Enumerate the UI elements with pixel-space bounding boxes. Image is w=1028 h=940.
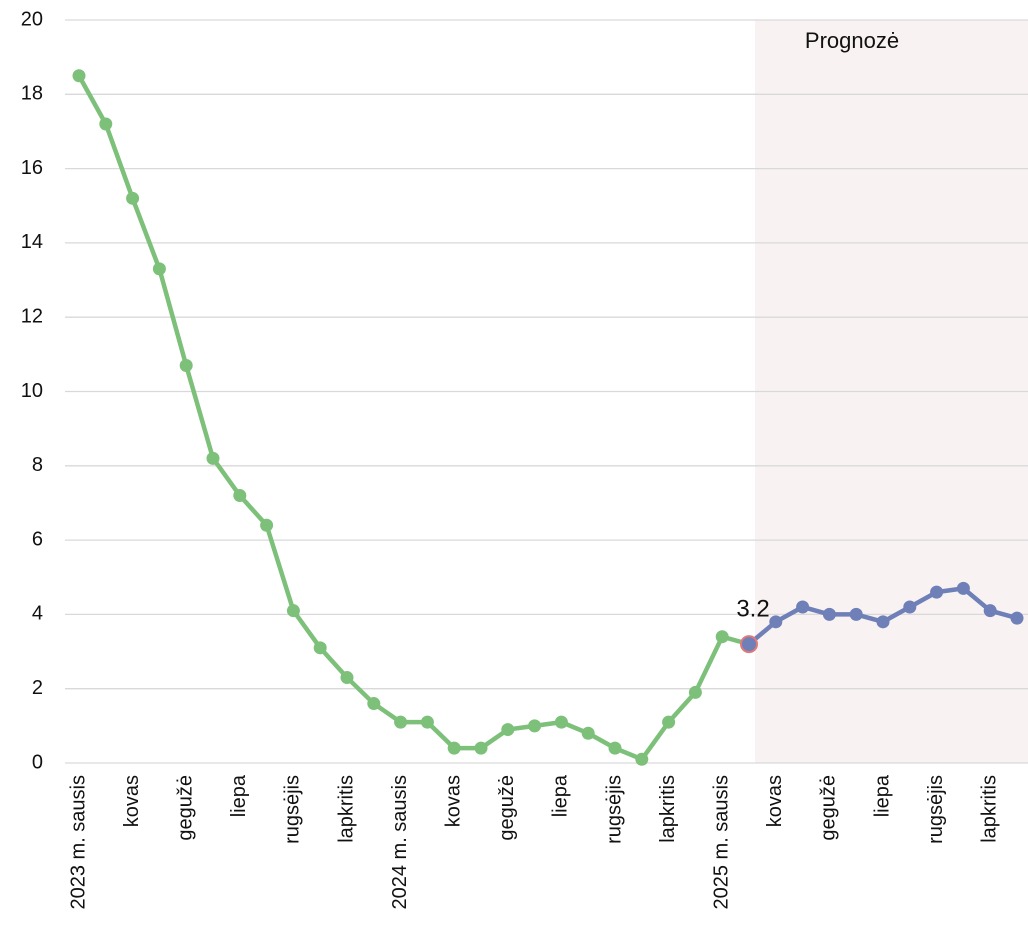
y-tick-label: 12 [21, 305, 43, 327]
data-point [340, 671, 354, 685]
data-point [608, 741, 622, 755]
data-point [447, 741, 461, 755]
data-point [822, 607, 836, 621]
data-point [849, 607, 863, 621]
x-tick-label: kovas [121, 775, 143, 827]
x-tick-label: rugsėjis [603, 775, 625, 844]
x-tick-label: kovas [764, 775, 786, 827]
y-tick-label: 6 [32, 528, 43, 550]
y-tick-label: 0 [32, 751, 43, 773]
x-tick-label: 2025 m. sausis [710, 775, 732, 910]
data-point [474, 741, 488, 755]
data-point [528, 719, 542, 733]
data-point [876, 615, 890, 629]
data-point [260, 518, 274, 532]
data-point [72, 69, 86, 83]
y-tick-label: 16 [21, 157, 43, 179]
data-point [313, 641, 327, 655]
data-point [99, 117, 113, 131]
data-point [769, 615, 783, 629]
data-label: 3.2 [736, 595, 769, 622]
y-tick-label: 2 [32, 677, 43, 699]
data-point [662, 715, 676, 729]
data-point [394, 715, 408, 729]
x-tick-label: gegužė [496, 775, 518, 841]
data-point [179, 358, 193, 372]
data-point [581, 726, 595, 740]
x-tick-label: gegužė [174, 775, 196, 841]
data-point [956, 581, 970, 595]
x-tick-label: 2024 m. sausis [389, 775, 411, 910]
data-point [1010, 611, 1024, 625]
data-point [367, 697, 381, 711]
x-tick-label: liepa [550, 774, 572, 817]
x-tick-label: lapkritis [657, 775, 679, 843]
x-tick-label: gegužė [818, 775, 840, 841]
x-tick-label: liepa [228, 774, 250, 817]
data-point [688, 685, 702, 699]
data-point [635, 752, 649, 766]
data-point [501, 723, 515, 737]
data-point [152, 262, 166, 276]
data-point [126, 191, 140, 205]
y-tick-label: 8 [32, 454, 43, 476]
x-tick-label: kovas [442, 775, 464, 827]
data-point [983, 604, 997, 618]
y-tick-label: 4 [32, 603, 43, 625]
y-tick-label: 14 [21, 231, 43, 253]
y-tick-label: 10 [21, 380, 43, 402]
data-point [740, 635, 758, 654]
x-tick-label: rugsėjis [282, 775, 304, 844]
y-tick-label: 20 [21, 8, 43, 30]
data-point [420, 715, 434, 729]
data-point [286, 604, 300, 618]
data-point [930, 585, 944, 599]
data-point [796, 600, 810, 614]
forecast-label: Prognozė [805, 28, 899, 53]
x-tick-label: lapkritis [335, 775, 357, 843]
series-line [77, 74, 750, 762]
data-point [233, 489, 247, 503]
x-tick-label: liepa [871, 774, 893, 817]
data-point [554, 715, 568, 729]
data-point [903, 600, 917, 614]
y-tick-label: 18 [21, 83, 43, 105]
data-point [715, 630, 729, 644]
data-point [206, 451, 220, 465]
x-tick-label: lapkritis [978, 775, 1000, 843]
x-tick-label: 2023 m. sausis [67, 775, 89, 910]
x-tick-label: rugsėjis [925, 775, 947, 844]
